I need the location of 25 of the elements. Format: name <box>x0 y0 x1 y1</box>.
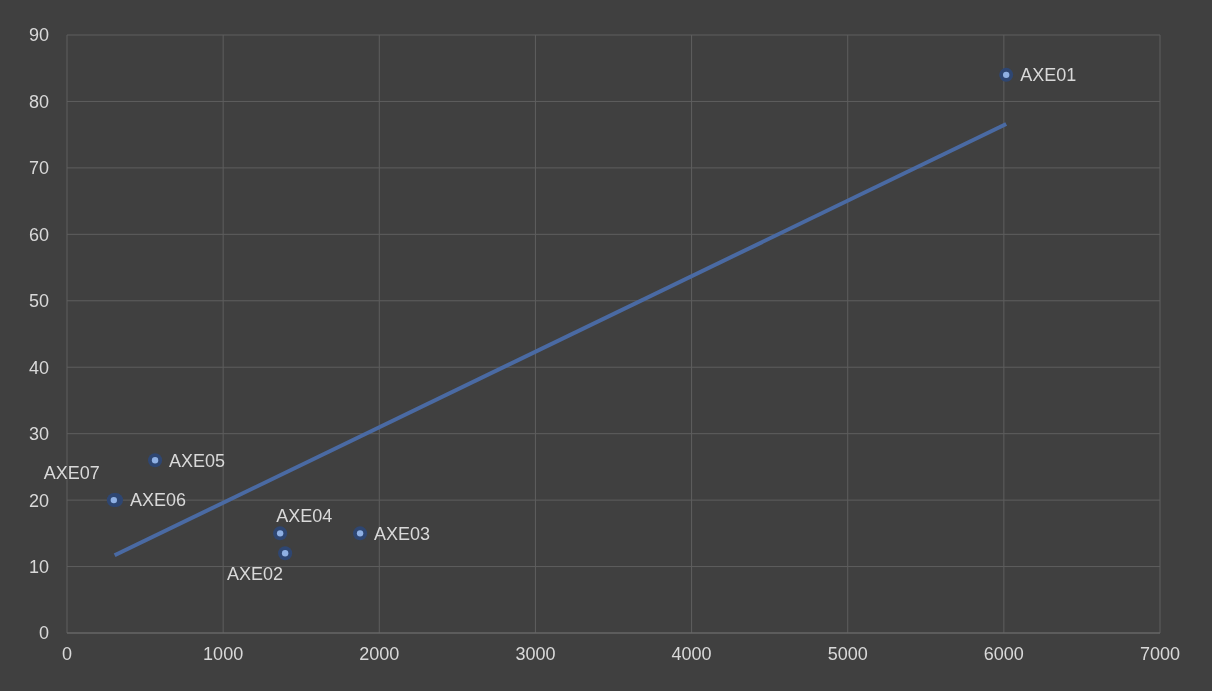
y-tick-label: 80 <box>28 91 49 112</box>
x-tick-label: 1000 <box>203 643 244 664</box>
x-tick-label: 3000 <box>515 643 556 664</box>
x-tick-label: 4000 <box>671 643 712 664</box>
annotation: AXE06 <box>130 490 187 511</box>
y-tick-label: 60 <box>28 224 49 245</box>
y-tick-label: 50 <box>28 291 49 312</box>
y-tick-label: 40 <box>28 357 49 378</box>
annotation: AXE04 <box>276 505 333 526</box>
y-tick-label: 70 <box>28 158 49 179</box>
y-tick-label: 10 <box>28 556 49 577</box>
y-tick-label: 20 <box>28 490 49 511</box>
x-tick-label: 2000 <box>359 643 400 664</box>
x-tick-label: 6000 <box>983 643 1024 664</box>
annotation: AXE03 <box>374 523 431 544</box>
annotation: AXE05 <box>169 450 226 471</box>
x-tick-label: 5000 <box>827 643 868 664</box>
y-tick-label: 0 <box>38 623 49 644</box>
annotation: AXE01 <box>1020 65 1077 86</box>
annotation: AXE02 <box>227 563 284 584</box>
annotation: AXE07 <box>43 463 100 484</box>
x-tick-label: 7000 <box>1139 643 1181 664</box>
y-tick-label: 30 <box>28 424 49 445</box>
x-tick-label: 0 <box>61 643 73 664</box>
y-tick-label: 90 <box>28 25 49 46</box>
